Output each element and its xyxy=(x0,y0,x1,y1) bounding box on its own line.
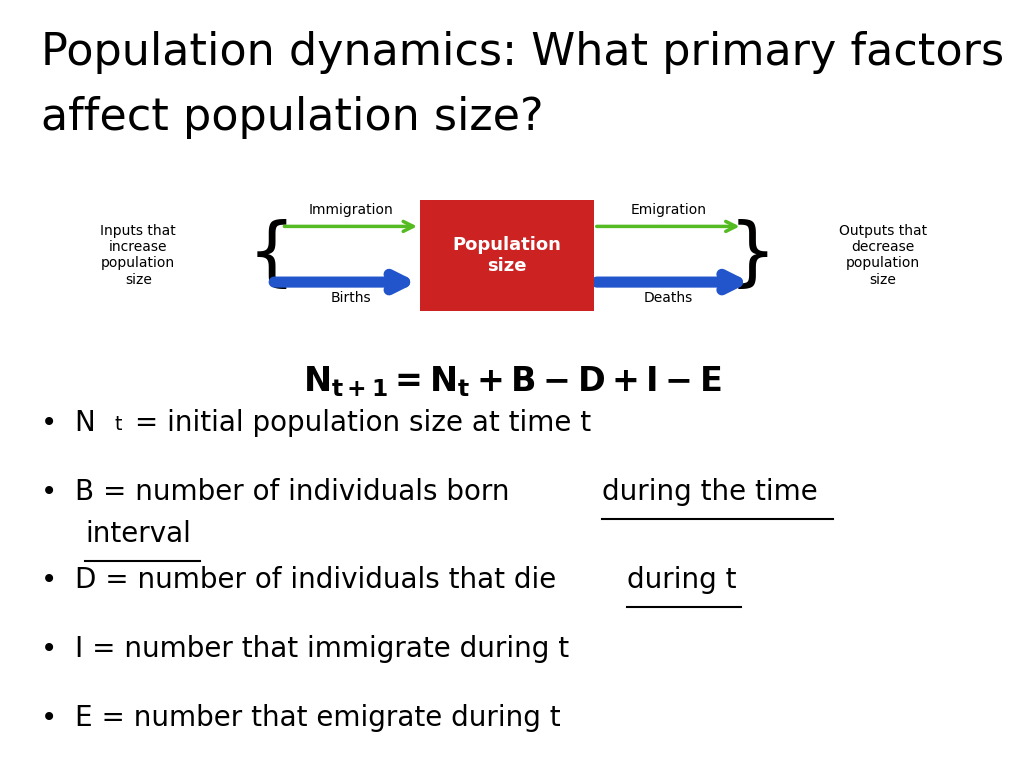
FancyArrowPatch shape xyxy=(597,274,737,290)
Text: Outputs that
decrease
population
size: Outputs that decrease population size xyxy=(839,224,927,286)
Text: during the time: during the time xyxy=(602,478,818,505)
Text: Immigration: Immigration xyxy=(308,204,393,217)
Text: interval: interval xyxy=(85,520,190,548)
Text: = initial population size at time t: = initial population size at time t xyxy=(126,409,591,436)
FancyArrowPatch shape xyxy=(597,221,735,231)
Text: •  E = number that emigrate during t: • E = number that emigrate during t xyxy=(41,704,560,732)
Text: •  B = number of individuals born: • B = number of individuals born xyxy=(41,478,518,505)
Text: Deaths: Deaths xyxy=(643,291,693,306)
Text: t: t xyxy=(115,415,122,435)
Text: •  N: • N xyxy=(41,409,95,436)
FancyArrowPatch shape xyxy=(274,274,404,290)
Text: Population dynamics: What primary factors: Population dynamics: What primary factor… xyxy=(41,31,1005,74)
Text: •  D = number of individuals that die: • D = number of individuals that die xyxy=(41,566,565,594)
Text: affect population size?: affect population size? xyxy=(41,96,544,139)
Text: }: } xyxy=(729,219,776,292)
Text: during t: during t xyxy=(627,566,736,594)
Text: Inputs that
increase
population
size: Inputs that increase population size xyxy=(100,224,176,286)
Text: $\mathbf{N_{t+1}}$$\mathbf{= N_t + B - D + I - E}$: $\mathbf{N_{t+1}}$$\mathbf{= N_t + B - D… xyxy=(303,365,721,399)
FancyArrowPatch shape xyxy=(285,221,414,231)
Text: Population
size: Population size xyxy=(453,236,561,275)
Text: Emigration: Emigration xyxy=(630,204,707,217)
FancyBboxPatch shape xyxy=(420,200,594,311)
Text: Births: Births xyxy=(331,291,371,306)
Text: •  I = number that immigrate during t: • I = number that immigrate during t xyxy=(41,635,569,663)
Text: {: { xyxy=(248,219,295,292)
